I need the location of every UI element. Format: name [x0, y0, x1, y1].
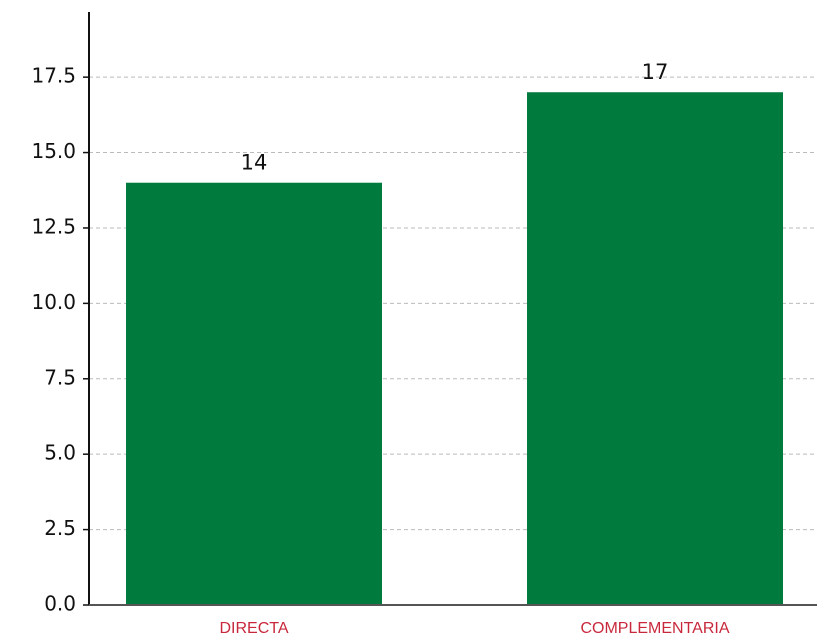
y-tick-label: 7.5 — [44, 365, 76, 389]
bar — [527, 92, 783, 605]
y-tick-label: 10.0 — [31, 290, 76, 314]
y-tick-label: 0.0 — [44, 592, 76, 616]
y-tick-label: 5.0 — [44, 441, 76, 465]
value-label: 17 — [642, 60, 669, 84]
bar — [126, 182, 382, 606]
y-tick-label: 17.5 — [31, 64, 76, 88]
value-label: 14 — [241, 151, 268, 175]
y-tick-label: 2.5 — [44, 516, 76, 540]
x-tick-label: COMPLEMENTARIA — [580, 620, 729, 637]
x-tick-label: DIRECTA — [219, 620, 288, 637]
y-tick-label: 15.0 — [31, 139, 76, 163]
y-tick-label: 12.5 — [31, 214, 76, 238]
